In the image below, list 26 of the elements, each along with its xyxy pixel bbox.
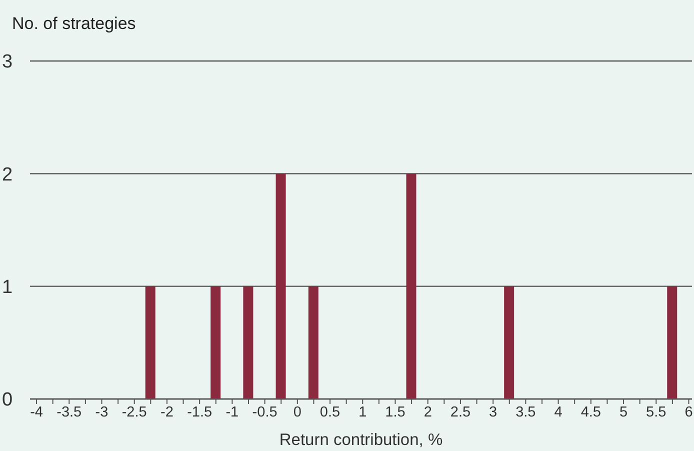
y-tick-label: 1 [2, 277, 13, 298]
x-tick-label: -2 [160, 404, 174, 420]
x-tick-label: 6 [684, 404, 693, 420]
x-tick-label: 1.5 [385, 404, 406, 420]
x-tick-label: 2 [424, 404, 432, 420]
x-tick-label: 2.5 [450, 404, 471, 420]
x-tick-label: 5 [619, 404, 628, 420]
x-tick-label: -1.5 [187, 404, 212, 420]
x-tick-label: -2.5 [122, 404, 147, 420]
x-tick-label: 4.5 [580, 404, 601, 420]
y-tick-label: 2 [2, 164, 13, 186]
x-tick-label: 3 [489, 404, 498, 420]
x-tick-label: 5.5 [646, 404, 666, 420]
x-tick-label: -0.5 [252, 404, 278, 420]
x-tick-label: 1 [358, 404, 367, 420]
x-tick-label: 3.5 [516, 404, 536, 420]
y-tick-label: 3 [2, 52, 13, 73]
x-tick-label: -3.5 [56, 404, 82, 420]
y-axis-title: No. of strategies [12, 14, 136, 34]
x-tick-label: -1 [226, 404, 239, 420]
x-tick-label: -3 [95, 404, 108, 420]
x-tick-label: 0.5 [320, 404, 340, 420]
x-tick-label: -4 [30, 404, 43, 420]
x-tick-label: 4 [554, 404, 562, 420]
x-tick-label: 0 [293, 404, 302, 420]
x-axis-title: Return contribution, % [279, 431, 443, 449]
